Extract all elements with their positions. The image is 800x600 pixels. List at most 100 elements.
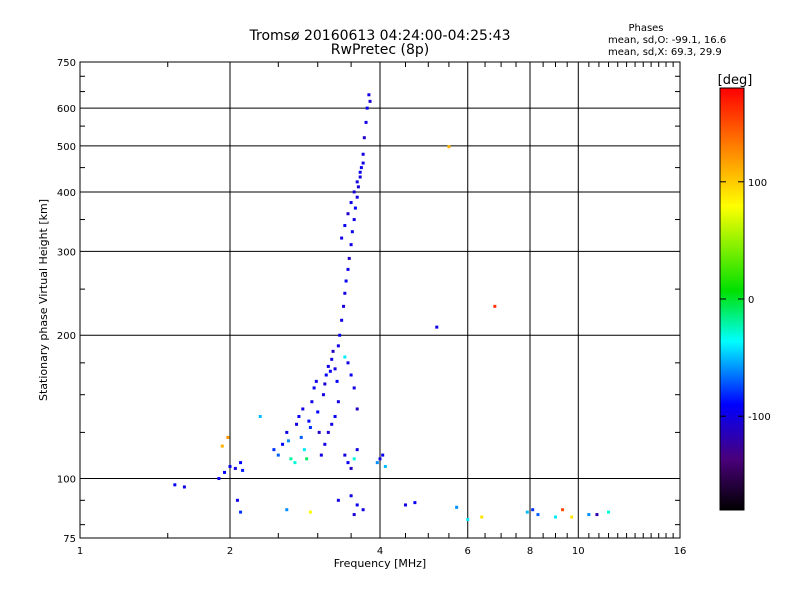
data-point [347, 256, 351, 260]
data-point [305, 457, 309, 461]
y-tick-label: 100 [57, 475, 76, 486]
y-tick-label: 750 [57, 58, 76, 69]
data-point [281, 442, 285, 446]
data-point [343, 291, 347, 295]
data-point [536, 513, 540, 517]
data-point [349, 243, 353, 247]
data-point [297, 414, 301, 418]
data-point [258, 414, 262, 418]
data-point [570, 515, 574, 519]
data-points [173, 93, 611, 522]
data-point [326, 430, 330, 434]
data-point [355, 503, 359, 507]
stats-o-line: mean, sd,O: -99.1, 16.6 [608, 35, 726, 46]
data-point [295, 422, 299, 426]
x-tick-label: 4 [377, 546, 383, 557]
data-point [346, 361, 350, 365]
data-point [365, 106, 369, 110]
data-point [312, 386, 316, 390]
data-point [308, 510, 312, 514]
data-point [349, 466, 353, 470]
grid-lines [80, 62, 680, 538]
data-point [314, 379, 318, 383]
y-tick-label: 75 [63, 534, 76, 545]
data-point [343, 224, 347, 228]
data-point [346, 461, 350, 465]
data-point [220, 444, 224, 448]
data-point [323, 442, 327, 446]
x-tick-label: 1 [77, 546, 83, 557]
chart-title: Tromsø 20160613 04:24:00-04:25:43 [249, 28, 511, 44]
data-point [358, 175, 362, 179]
data-point [607, 510, 611, 514]
data-point [302, 448, 306, 452]
data-point [447, 145, 451, 149]
data-point [361, 152, 365, 156]
data-point [336, 498, 340, 502]
data-point [378, 457, 382, 461]
data-point [346, 212, 350, 216]
data-point [352, 513, 356, 517]
data-point [375, 461, 379, 465]
data-point [359, 166, 363, 170]
data-point [343, 453, 347, 457]
x-tick-label: 16 [674, 546, 687, 557]
y-tick-label: 300 [57, 247, 76, 258]
x-tick-label: 8 [527, 546, 533, 557]
data-point [328, 369, 332, 373]
data-point [223, 470, 227, 474]
data-point [217, 477, 221, 481]
y-tick-label: 200 [57, 331, 76, 342]
data-point [435, 325, 439, 329]
data-point [301, 407, 305, 411]
data-point [352, 190, 356, 194]
data-point [241, 468, 245, 472]
plot-frame [79, 61, 681, 539]
data-point [381, 453, 385, 457]
data-point [346, 267, 350, 271]
data-point [349, 494, 353, 498]
y-tick-label: 500 [57, 142, 76, 153]
data-point [350, 230, 354, 234]
data-point [286, 439, 290, 443]
data-point [403, 503, 407, 507]
data-point [352, 218, 356, 222]
data-point [335, 379, 339, 383]
data-point [338, 333, 342, 337]
y-axis-label: Stationary phase Virtual Height [km] [37, 199, 50, 401]
data-point [173, 483, 177, 487]
data-point [361, 161, 365, 165]
data-point [285, 430, 289, 434]
colorbar-tick-label: -100 [748, 412, 771, 423]
y-tick-label: 600 [57, 104, 76, 115]
data-point [493, 304, 497, 308]
data-point [358, 170, 362, 174]
x-tick-label: 6 [465, 546, 471, 557]
data-point [323, 382, 327, 386]
colorbar-tick-label: 0 [748, 295, 754, 306]
data-point [342, 304, 346, 308]
data-point [235, 498, 239, 502]
data-point [182, 485, 186, 489]
data-point [561, 508, 565, 512]
data-point [368, 99, 372, 103]
data-point [293, 461, 297, 465]
data-point [343, 355, 347, 359]
data-point [361, 508, 365, 512]
data-point [349, 201, 353, 205]
data-point [344, 279, 348, 283]
data-point [336, 344, 340, 348]
data-point [352, 386, 356, 390]
data-point [531, 508, 535, 512]
data-point [226, 435, 230, 439]
axis-ticks: 1 2 4 6 8 10 16 75 100 200 300 400 500 600 750 [57, 58, 686, 557]
data-point [356, 185, 360, 189]
data-point [333, 414, 337, 418]
data-point [355, 448, 359, 452]
data-point [480, 515, 484, 519]
data-point [355, 195, 359, 199]
data-point [587, 513, 591, 517]
data-point [239, 461, 243, 465]
data-point [383, 464, 387, 468]
